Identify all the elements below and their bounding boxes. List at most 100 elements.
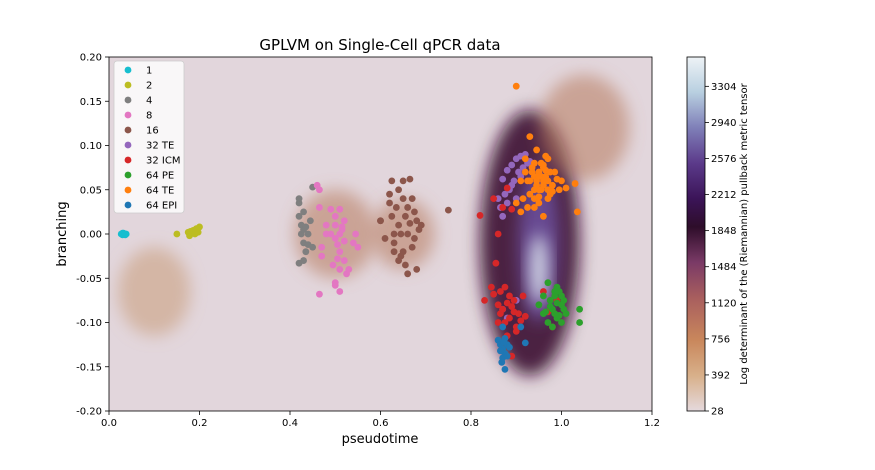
data-point	[304, 230, 312, 238]
legend-entry: 4	[146, 96, 152, 107]
legend-entry: 1	[146, 66, 152, 77]
colorbar-tick-label: 3304	[711, 82, 736, 93]
data-point	[497, 288, 504, 295]
data-point	[558, 177, 565, 185]
data-point	[503, 166, 511, 174]
data-point	[121, 230, 129, 238]
legend: 1 2 4 8 16 32 TE 32 ICM 64 PE 64 TE 64 EPI	[113, 60, 185, 214]
data-point	[501, 190, 509, 198]
colorbar-tick-label: 392	[711, 370, 730, 381]
data-point	[499, 305, 507, 313]
data-point	[417, 221, 425, 229]
colorbar-tick-label: 2576	[711, 154, 736, 165]
legend-entry: 32 ICM	[146, 156, 180, 167]
heatmap-blob	[118, 247, 191, 336]
data-point	[540, 212, 547, 220]
data-point	[390, 248, 398, 256]
data-point	[553, 299, 561, 307]
data-point	[528, 164, 536, 172]
data-point	[506, 292, 513, 300]
data-point	[196, 223, 203, 231]
data-point	[334, 241, 341, 249]
legend-marker	[124, 171, 132, 179]
data-point	[411, 208, 418, 216]
data-point	[392, 204, 400, 211]
data-point	[533, 146, 541, 154]
data-point	[576, 319, 583, 326]
y-tick-label: -0.15	[76, 362, 102, 373]
x-tick-label: 0.0	[101, 418, 117, 429]
data-point	[386, 199, 393, 207]
data-point	[352, 230, 360, 238]
data-point	[519, 195, 527, 203]
data-point	[530, 186, 538, 194]
data-point	[494, 319, 502, 326]
data-point	[503, 352, 511, 360]
data-point	[510, 296, 518, 304]
data-point	[546, 303, 554, 310]
x-tick-label: 0.2	[192, 418, 208, 429]
legend-marker	[124, 111, 132, 119]
data-point	[492, 259, 500, 267]
data-point	[521, 155, 529, 163]
y-tick-label: 0.15	[80, 97, 102, 108]
data-point	[300, 257, 307, 264]
series-64-pe	[535, 279, 583, 331]
legend-entry: 32 TE	[146, 141, 174, 152]
data-point	[521, 312, 529, 320]
heatmap-blob	[294, 189, 376, 279]
data-point	[295, 195, 303, 203]
data-point	[309, 243, 317, 251]
data-point	[399, 177, 407, 185]
data-point	[544, 155, 552, 163]
data-point	[542, 308, 550, 316]
data-point	[508, 161, 516, 169]
data-point	[490, 290, 498, 298]
data-point	[336, 205, 344, 213]
x-axis-ticks: 0.0 0.2 0.4 0.6 0.8 1.0 1.2	[101, 411, 660, 429]
data-point	[503, 184, 511, 192]
data-point	[316, 186, 323, 194]
colorbar-tick-label: 28	[711, 407, 724, 418]
data-point	[517, 317, 525, 325]
colorbar: 28 392 756 1120 1484 1848 2212 2576 2940 3304 Log…	[686, 56, 750, 418]
legend-entry: 64 PE	[146, 171, 174, 182]
data-point	[551, 310, 559, 318]
data-point	[331, 212, 339, 220]
data-point	[535, 173, 543, 180]
data-point	[571, 180, 579, 187]
data-point	[401, 261, 409, 269]
data-point	[322, 221, 330, 229]
data-point	[481, 296, 488, 304]
colorbar-tick-label: 756	[711, 334, 730, 345]
data-point	[544, 186, 552, 194]
data-point	[476, 212, 484, 219]
data-point	[194, 228, 202, 236]
data-point	[542, 173, 550, 180]
data-point	[327, 205, 335, 213]
data-point	[413, 217, 421, 225]
colorbar-tick-label: 1120	[711, 298, 736, 309]
data-point	[506, 314, 513, 322]
data-point	[512, 82, 520, 90]
data-point	[499, 323, 507, 331]
data-point	[562, 184, 570, 192]
colorbar-label: Log determinant of the (Riemannian) pull…	[739, 82, 750, 384]
data-point	[340, 237, 348, 245]
data-point	[386, 190, 393, 198]
legend-marker	[124, 66, 132, 74]
data-point	[497, 347, 504, 355]
data-point	[318, 243, 326, 251]
data-point	[519, 292, 527, 300]
y-tick-label: 0.20	[80, 53, 102, 64]
legend-marker	[124, 156, 132, 164]
data-point	[338, 223, 346, 231]
x-axis-label: pseudotime	[342, 432, 419, 447]
data-point	[406, 175, 414, 183]
x-tick-label: 0.6	[373, 418, 389, 429]
legend-box	[113, 60, 185, 214]
data-point	[349, 239, 357, 247]
heatmap-blob	[538, 74, 630, 181]
data-point	[408, 195, 416, 203]
series-64-te	[512, 82, 581, 220]
